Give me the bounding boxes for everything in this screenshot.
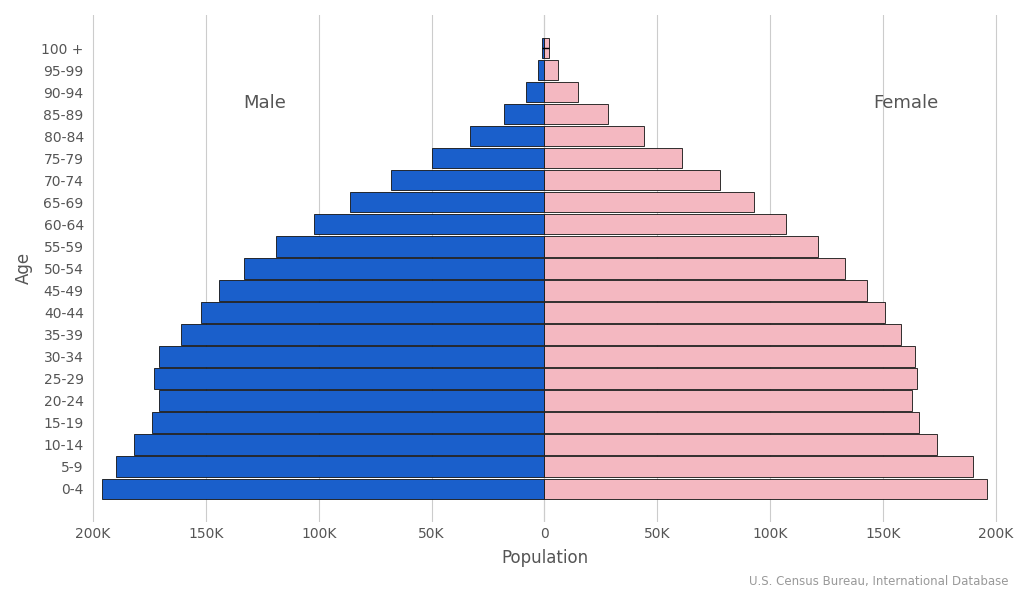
Bar (544, 434, 937, 455)
Bar (134, 434, 544, 455)
Bar (158, 391, 544, 410)
Text: Female: Female (873, 94, 938, 112)
Bar (350, 192, 544, 212)
Bar (544, 325, 901, 344)
Bar (544, 126, 644, 146)
Text: U.S. Census Bureau, International Database: U.S. Census Bureau, International Databa… (749, 575, 1008, 588)
Bar (102, 479, 544, 499)
X-axis label: Population: Population (501, 549, 588, 567)
Bar (544, 192, 754, 212)
Bar (544, 38, 548, 58)
Bar (202, 302, 544, 323)
Bar (544, 258, 845, 278)
Bar (541, 38, 544, 58)
Bar (544, 280, 867, 301)
Bar (544, 236, 817, 257)
Bar (544, 214, 786, 235)
Bar (181, 325, 544, 344)
Bar (244, 258, 544, 278)
Bar (544, 457, 973, 477)
Bar (544, 302, 885, 323)
Bar (544, 170, 720, 190)
Bar (544, 148, 682, 169)
Bar (544, 368, 917, 389)
Bar (538, 60, 544, 80)
Bar (544, 104, 608, 124)
Bar (391, 170, 544, 190)
Bar (154, 368, 544, 389)
Bar (544, 82, 578, 103)
Bar (470, 126, 544, 146)
Bar (544, 60, 558, 80)
Bar (504, 104, 544, 124)
Bar (151, 412, 544, 433)
Bar (158, 346, 544, 367)
Bar (544, 479, 987, 499)
Bar (314, 214, 544, 235)
Bar (276, 236, 544, 257)
Text: Male: Male (243, 94, 286, 112)
Bar (544, 346, 915, 367)
Bar (544, 391, 913, 410)
Bar (219, 280, 544, 301)
Bar (527, 82, 544, 103)
Y-axis label: Age: Age (15, 253, 33, 284)
Bar (431, 148, 544, 169)
Bar (115, 457, 544, 477)
Bar (544, 412, 919, 433)
